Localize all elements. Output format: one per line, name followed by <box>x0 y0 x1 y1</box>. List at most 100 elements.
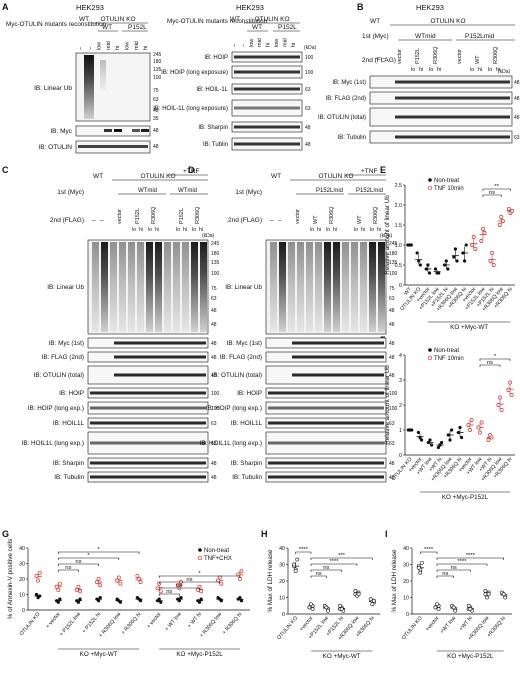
marker: 48 <box>305 142 311 148</box>
y-axis-label: Relative amount of linear Ub <box>384 365 391 445</box>
data-point <box>436 445 440 450</box>
data-point <box>74 587 79 592</box>
data-point <box>292 562 296 567</box>
lohi-label: lo <box>470 67 474 73</box>
data-point <box>175 583 180 588</box>
data-point <box>238 596 242 600</box>
col-label: R306Q <box>195 206 201 224</box>
panel-b-wtmid: WTmid <box>415 33 436 40</box>
smear-lane <box>333 242 340 332</box>
smear-lane <box>360 242 367 332</box>
col-label: vector <box>397 49 403 64</box>
lane-label: – <box>232 43 238 47</box>
smear-lane <box>288 242 295 332</box>
band <box>114 341 206 345</box>
data-point <box>479 420 484 425</box>
blot-label: IB: Sharpin <box>231 460 263 467</box>
marker: 100 <box>389 406 398 412</box>
marker: 63 <box>389 296 395 302</box>
y-tick-label: 0 <box>399 453 402 459</box>
y-tick-label: 40 <box>279 546 285 552</box>
lohi-label: hi <box>419 67 423 73</box>
data-point <box>452 255 456 259</box>
legend-label: TNF 10min <box>434 186 464 192</box>
marker: 48 <box>514 80 520 86</box>
data-point <box>500 219 505 223</box>
band <box>268 391 384 395</box>
lohi-label: hi <box>361 227 365 233</box>
data-point <box>471 235 476 239</box>
y-tick-label: 10 <box>403 596 409 602</box>
panel-a-sub-wt: WT <box>102 24 112 31</box>
significance-bracket <box>310 557 373 560</box>
data-point <box>476 425 481 430</box>
panel-a-lane-labels: – – low mid hi low mid hi <box>78 41 149 50</box>
mid-label: P152Lmid <box>316 188 343 194</box>
data-point <box>36 578 41 583</box>
row2-label: 2nd (FLAG) <box>50 217 84 224</box>
data-point <box>466 603 471 608</box>
band <box>114 355 206 359</box>
significance-label: * <box>87 553 90 559</box>
significance-bracket <box>295 551 312 554</box>
significance-bracket <box>57 551 140 554</box>
lane-label: low <box>274 39 280 47</box>
band <box>234 106 300 110</box>
significance-label: ** <box>494 184 499 190</box>
marker: 245 <box>211 241 220 247</box>
lane-label: hi <box>115 46 121 50</box>
data-point <box>416 565 421 570</box>
significance-label: * <box>494 354 497 360</box>
data-point <box>490 251 495 255</box>
kda-label: (kDa) <box>304 45 317 51</box>
blot-label: IB: FLAG (2nd) <box>326 96 366 102</box>
dash: – <box>92 217 96 224</box>
data-point <box>418 263 422 267</box>
significance-bracket <box>158 593 180 596</box>
marker: 48 <box>389 341 395 347</box>
y-tick-label: 0.5 <box>395 263 402 269</box>
data-point <box>417 259 421 263</box>
significance-bracket <box>57 563 99 566</box>
significance-label: ns <box>451 565 457 571</box>
smear-lane <box>155 242 162 332</box>
group-label: KO +Myc-P152L <box>442 494 489 501</box>
data-point <box>199 589 204 594</box>
marker: 48 <box>514 115 520 121</box>
y-axis-label: Relative amount of linear Ub <box>384 195 391 275</box>
smear-lane <box>351 242 358 332</box>
blot-label: IB: Sharpin <box>198 125 228 131</box>
smear-lane <box>119 242 126 332</box>
smear-lane <box>92 242 99 332</box>
blot-label: IB: Tubulin <box>338 135 366 141</box>
data-point <box>239 599 244 603</box>
panel-a-blot-3: IB: OTULIN <box>38 144 72 151</box>
data-point <box>486 438 491 442</box>
band <box>90 421 206 425</box>
marker: 48 <box>389 355 395 361</box>
blot-label: IB: HOIL-1L (long exposure) <box>153 106 228 112</box>
legend-marker <box>427 185 433 191</box>
data-point <box>418 570 423 575</box>
data-point <box>455 259 459 263</box>
band <box>90 441 206 445</box>
data-point <box>506 207 511 211</box>
significance-bracket <box>436 575 454 578</box>
data-point <box>498 395 502 400</box>
dash: – <box>270 217 274 224</box>
panel-letter-c: C <box>2 165 9 175</box>
data-point <box>216 578 221 583</box>
data-point <box>435 602 439 607</box>
data-point <box>236 572 241 577</box>
data-point <box>76 584 81 589</box>
data-point <box>293 569 298 574</box>
y-tick-label: 20 <box>279 579 285 585</box>
data-point <box>473 247 478 251</box>
data-point <box>307 605 312 610</box>
significance-label: **** <box>424 547 434 553</box>
marker: 100 <box>389 271 398 277</box>
data-point <box>98 596 102 600</box>
lane-label: mid <box>282 38 288 47</box>
panel-d: WT OTULIN KO +TNF 1st (Myc) 2nd (FLAG) P152Lm… <box>200 168 398 483</box>
